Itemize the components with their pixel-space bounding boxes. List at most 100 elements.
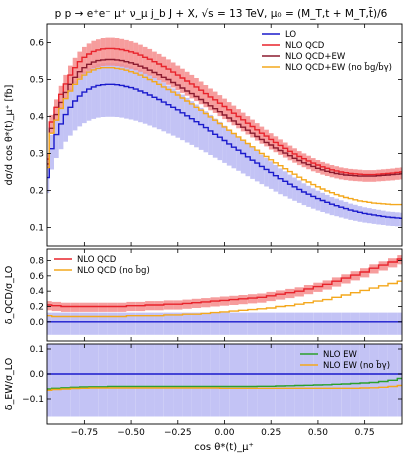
uncertainty-band-bin [201,344,211,417]
uncertainty-band-bin [173,344,183,417]
uncertainty-band-bin [91,65,97,119]
uncertainty-band-bin [79,302,89,312]
uncertainty-band-bin [273,136,279,153]
ew-ratio-panel: −0.1 0.0 0.1 −0.75 −0.50 −0.25 0.00 0.25 0.50 0.7… [4,343,403,438]
uncertainty-band-bin [138,44,143,72]
uncertainty-band-bin [86,68,92,121]
uncertainty-band-bin [51,301,61,312]
uncertainty-band-bin [68,65,73,91]
uncertainty-band-bin [47,167,50,194]
uncertainty-band-bin [100,63,106,117]
uncertainty-band-bin [152,51,157,78]
uncertainty-band-bin [238,312,248,335]
series-line-lo [47,83,402,219]
uncertainty-band-bin [324,194,330,214]
uncertainty-band-bin [86,43,92,71]
uncertainty-band-bin [175,91,181,138]
uncertainty-band-bin [273,165,279,192]
uncertainty-band-bin [89,312,99,335]
uncertainty-band-bin [229,312,239,335]
y-tick-label: 0.4 [30,113,45,123]
uncertainty-band-bin [128,66,134,120]
uncertainty-band-bin [282,142,288,158]
y-tick-label: 0.2 [30,187,44,197]
uncertainty-band-bin [166,59,171,85]
uncertainty-band-bin [138,70,143,123]
uncertainty-band-bin [282,171,288,197]
y-tick-label: 0.4 [30,287,45,297]
uncertainty-band-bin [324,163,330,176]
uncertainty-band-bin [72,57,78,84]
uncertainty-band-bin [198,81,204,105]
uncertainty-band-bin [275,344,286,417]
uncertainty-band-bin [338,167,344,180]
uncertainty-band-bin [63,74,68,99]
uncertainty-band-bin [54,119,59,158]
uncertainty-band-bin [89,344,99,417]
uncertainty-band-bin [257,293,267,303]
uncertainty-band-bin [287,145,293,161]
uncertainty-band-bin [313,312,323,335]
uncertainty-band-bin [247,344,258,417]
uncertainty-band-bin [236,136,241,171]
uncertainty-band-bin [156,79,162,130]
uncertainty-band-bin [173,312,183,335]
uncertainty-band-bin [322,344,332,417]
uncertainty-band-bin [285,288,295,299]
legend-label: NLO EW [323,350,358,360]
uncertainty-band-bin [117,302,127,312]
uncertainty-band-bin [208,88,213,111]
uncertainty-band-bin [126,344,136,417]
series-line-nlo-qcd-ew [47,58,402,177]
uncertainty-band-bin [266,312,276,335]
uncertainty-band-bin [245,143,251,177]
uncertainty-band-bin [163,300,174,310]
legend-label: NLO EW (no b̄γ) [323,359,390,371]
uncertainty-band-bin [128,41,134,69]
uncertainty-band-bin [173,300,183,310]
uncertainty-band-bin [296,151,302,166]
uncertainty-band-bin [399,212,402,227]
uncertainty-band-bin [341,312,351,335]
uncertainty-band-bin [198,107,204,150]
uncertainty-band-bin [58,107,64,150]
uncertainty-band-bin [126,312,136,335]
series-line-nlo-ew [47,377,402,390]
uncertainty-band-bin [341,274,351,284]
uncertainty-band-bin [292,177,297,201]
plot-area [47,37,402,227]
uncertainty-band-bin [360,344,370,417]
uncertainty-band-bin [119,38,125,67]
uncertainty-band-bin [388,258,398,268]
uncertainty-band-bin [96,63,101,118]
uncertainty-band-bin [313,344,323,417]
uncertainty-band-bin [79,344,89,417]
uncertainty-band-bin [119,63,125,118]
uncertainty-band-bin [275,290,286,300]
uncertainty-band-bin [353,204,358,221]
uncertainty-band-bin [329,165,335,178]
uncertainty-band-bin [161,82,167,132]
series-line-nlo-qcd-no-b-g- [47,280,402,318]
uncertainty-band-bin [98,302,108,312]
uncertainty-band-bin [189,74,195,99]
uncertainty-band-bin [117,312,127,335]
y-tick-label: 0.0 [30,370,45,380]
series-line-nlo-ew-no-b- [47,384,402,391]
uncertainty-band-bin [194,104,199,148]
uncertainty-band-bin [219,312,230,335]
y-axis-label: δ_QCD/σ_LO [4,266,15,324]
uncertainty-band-bin [259,154,265,185]
y-tick-label: 0.1 [30,224,44,234]
uncertainty-band-bin [170,62,176,88]
uncertainty-band-bin [296,180,302,203]
uncertainty-band-bin [385,211,391,226]
uncertainty-band-bin [77,75,83,127]
uncertainty-band-bin [226,102,232,123]
x-axis-label: cos θ*(t)_μ⁺ [194,442,254,453]
uncertainty-band-bin [107,344,117,417]
uncertainty-band-bin [301,153,307,168]
y-tick-label: 0.8 [30,257,45,267]
uncertainty-band-bin [329,197,335,216]
